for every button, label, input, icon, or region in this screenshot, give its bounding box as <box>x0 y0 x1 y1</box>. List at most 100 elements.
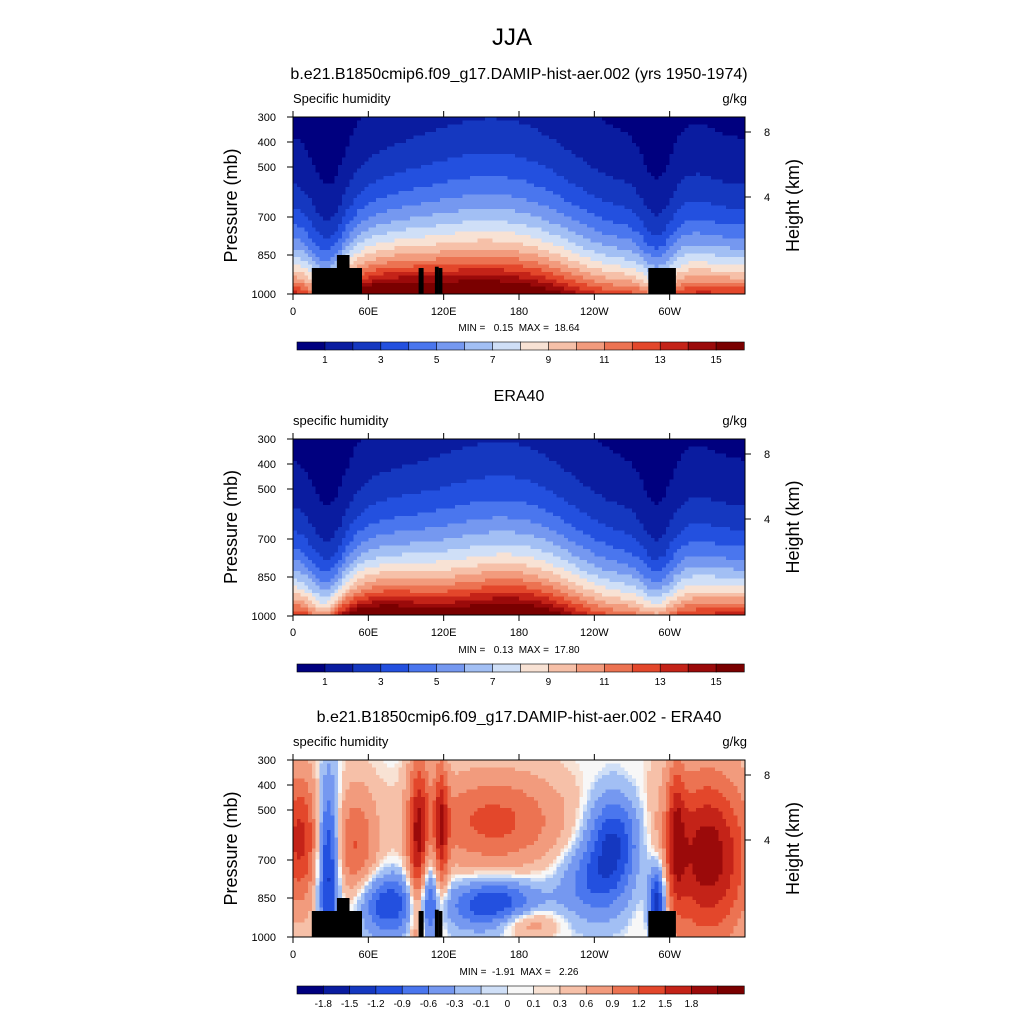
contour-cell <box>447 896 452 901</box>
contour-cell <box>632 855 641 861</box>
contour-cell <box>315 811 320 816</box>
contour-cell <box>341 593 347 598</box>
contour-cell <box>338 852 343 857</box>
contour-cell <box>737 785 746 791</box>
contour-cell <box>424 833 430 839</box>
contour-cell <box>345 819 369 824</box>
contour-cell <box>665 596 678 601</box>
contour-cell <box>684 767 701 772</box>
contour-cell <box>345 260 354 266</box>
contour-cell <box>379 563 479 568</box>
contour-cell <box>304 892 313 898</box>
contour-cell <box>673 782 686 787</box>
contour-cell <box>620 264 644 269</box>
contour-cell <box>654 815 663 820</box>
contour-cell <box>304 833 313 839</box>
contour-cell <box>375 767 400 772</box>
contour-cell <box>688 789 697 794</box>
contour-cell <box>436 822 441 827</box>
contour-cell <box>353 560 366 565</box>
contour-cell <box>394 763 403 768</box>
contour-cell <box>632 135 678 140</box>
contour-cell <box>526 896 580 901</box>
contour-cell <box>583 585 607 590</box>
contour-cell <box>341 578 351 583</box>
contour-cell <box>673 889 727 894</box>
contour-cell <box>560 859 565 864</box>
contour-cell <box>330 852 336 857</box>
contour-cell <box>443 538 546 543</box>
contour-cell <box>364 253 396 258</box>
contour-cell <box>413 929 418 934</box>
contour-cell <box>635 538 656 543</box>
contour-cell <box>590 607 614 612</box>
contour-cell <box>304 142 351 148</box>
contour-cell <box>658 800 667 805</box>
contour-cell <box>722 841 735 846</box>
contour-cell <box>360 512 418 517</box>
colorbar-label: 1 <box>322 677 328 688</box>
contour-cell <box>394 238 479 243</box>
contour-cell <box>319 822 324 827</box>
contour-cell <box>330 855 336 861</box>
contour-cell <box>338 249 343 255</box>
contour-cell <box>341 822 347 827</box>
colorbar-swatch <box>492 663 522 673</box>
contour-cell <box>458 885 482 890</box>
contour-cell <box>519 881 562 886</box>
contour-cell <box>319 760 324 765</box>
x-tick-label: 120E <box>431 949 457 961</box>
contour-cell <box>424 778 430 783</box>
contour-cell <box>357 604 381 609</box>
contour-cell <box>552 563 577 568</box>
contour-cell <box>451 789 467 794</box>
contour-cell <box>458 209 516 214</box>
contour-cell <box>338 866 343 872</box>
contour-cell <box>598 833 607 839</box>
contour-cell <box>722 131 746 137</box>
contour-cell <box>560 848 565 853</box>
contour-cell <box>718 900 735 905</box>
contour-cell <box>432 874 437 879</box>
contour-cell <box>375 852 388 857</box>
contour-cell <box>643 589 671 594</box>
contour-cell <box>741 914 746 920</box>
contour-cell <box>315 800 320 805</box>
contour-cell <box>417 512 554 517</box>
contour-cell <box>643 574 667 579</box>
contour-cell <box>323 235 332 240</box>
contour-cell <box>326 830 332 835</box>
contour-cell <box>477 785 513 791</box>
contour-cell <box>323 889 336 894</box>
contour-cell <box>571 571 588 576</box>
contour-cell <box>481 585 528 590</box>
units-label: g/kg <box>722 734 747 749</box>
contour-cell <box>658 830 663 835</box>
contour-cell <box>519 120 607 125</box>
contour-cell <box>650 896 656 901</box>
contour-cell <box>635 874 648 879</box>
contour-cell <box>684 822 727 827</box>
contour-cell <box>379 925 400 931</box>
contour-cell <box>413 187 546 192</box>
contour-cell <box>632 461 678 466</box>
contour-cell <box>428 852 437 857</box>
contour-cell <box>560 235 584 240</box>
contour-cell <box>549 231 577 236</box>
contour-cell <box>402 885 407 890</box>
contour-cell <box>658 900 663 905</box>
contour-cell <box>293 117 362 122</box>
colorbar-label: 0.9 <box>606 999 620 1010</box>
contour-cell <box>293 889 309 894</box>
contour-cell <box>345 789 369 794</box>
contour-cell <box>673 574 693 579</box>
contour-cell <box>330 771 339 776</box>
contour-cell <box>334 176 354 181</box>
colorbar-swatch <box>576 341 605 351</box>
contour-cell <box>338 855 343 861</box>
contour-cell <box>345 763 373 768</box>
colorbar-swatch <box>715 663 745 673</box>
contour-cell <box>669 874 675 879</box>
contour-cell <box>375 268 460 273</box>
contour-cell <box>394 870 403 875</box>
